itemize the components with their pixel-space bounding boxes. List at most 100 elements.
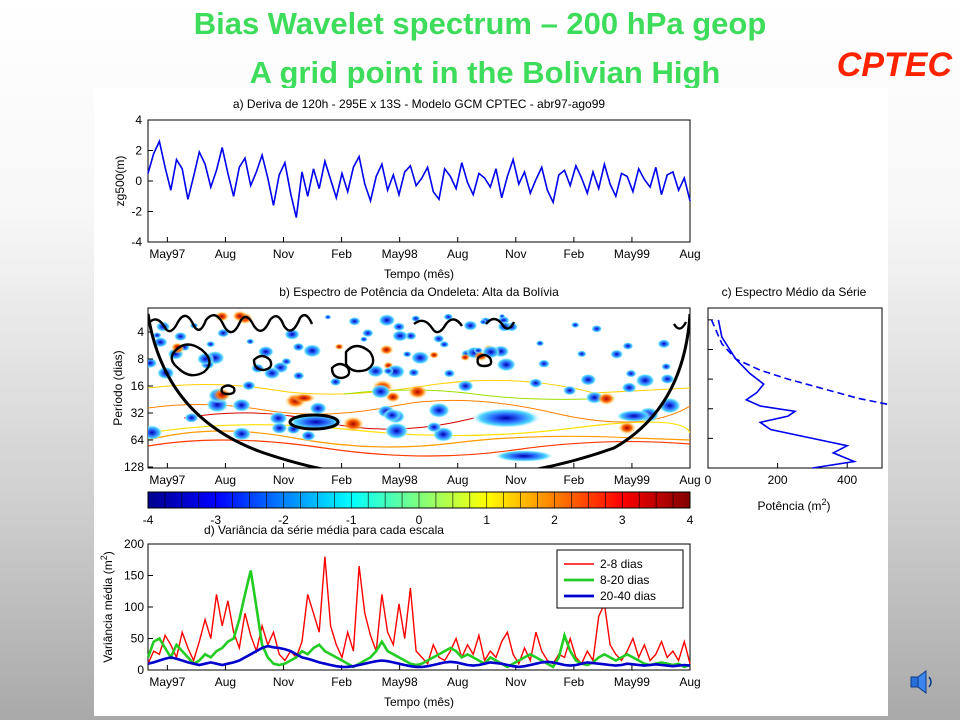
panel-d-legend-label: 8-20 dias (600, 573, 649, 587)
panel-d-xtick-label: May98 (382, 675, 418, 689)
wavelet-blob (213, 388, 232, 402)
wavelet-blob (269, 411, 288, 425)
panel-a-series-line (147, 138, 691, 218)
brand-logo: CPTEC (836, 46, 952, 84)
wavelet-blob (232, 426, 252, 441)
wavelet-blob (597, 392, 616, 406)
panel-d-xtick-label: May97 (149, 675, 185, 689)
panel-a-title: a) Deriva de 120h - 295E x 13S - Modelo … (233, 97, 606, 111)
wavelet-blob (618, 421, 637, 435)
wavelet-blob (302, 344, 322, 358)
panel-d-xtick-label: Feb (564, 675, 585, 689)
panel-c-xtick-label: 200 (768, 473, 788, 487)
panel-d-xtick-label: Aug (447, 675, 468, 689)
panel-a: a) Deriva de 120h - 295E x 13S - Modelo … (113, 97, 701, 281)
colorbar-tick-label: 2 (551, 513, 558, 527)
panel-d-title: d) Variância da série média para cada es… (204, 523, 444, 537)
wavelet-blob (329, 377, 342, 387)
wavelet-blob (232, 310, 248, 322)
panel-d: d) Variância da série média para cada es… (99, 523, 701, 709)
panel-a-xtick-label: Aug (215, 247, 236, 261)
panel-a-xtick-label: May99 (614, 247, 650, 261)
wavelet-blob (621, 382, 637, 393)
wavelet-blob (610, 349, 624, 359)
wavelet-blob (173, 331, 188, 342)
panel-a-ytick-label: -4 (131, 235, 142, 249)
wavelet-blob (427, 402, 451, 419)
wavelet-blob (404, 331, 417, 341)
wavelet-blob (384, 422, 409, 440)
speaker-icon[interactable] (908, 668, 936, 696)
colorbar-tick-label: 3 (619, 513, 626, 527)
panel-a-ytick-label: 0 (135, 174, 142, 188)
slide-title-line1: Bias Wavelet spectrum – 200 hPa geop (193, 6, 767, 41)
colorbar-tick-label: -3 (210, 513, 221, 527)
wavelet-blob (657, 339, 671, 349)
panel-b-title: b) Espectro de Potência da Ondeleta: Alt… (279, 285, 559, 299)
wavelet-blob (206, 340, 216, 348)
panel-d-xtick-label: Aug (679, 675, 700, 689)
panel-b-xtick-label: Nov (273, 473, 294, 487)
panel-a-ytick-label: -2 (131, 205, 142, 219)
wavelet-blob (271, 422, 288, 435)
panel-d-xlabel: Tempo (mês) (384, 695, 454, 709)
wavelet-blob (402, 351, 412, 358)
panel-b-xtick-label: May97 (149, 473, 185, 487)
wavelet-blob (391, 330, 409, 342)
wavelet-blob (562, 385, 577, 396)
panel-d-ytick-label: 50 (131, 632, 145, 646)
wavelet-blob (661, 363, 672, 371)
wavelet-blob (622, 342, 634, 350)
panel-c-frame (707, 307, 883, 469)
wavelet-blob (591, 324, 603, 333)
panel-a-ytick-label: 4 (135, 113, 142, 127)
panel-c-title: c) Espectro Médio da Série (722, 285, 867, 299)
wavelet-blob (301, 430, 316, 442)
wavelet-blob (366, 364, 385, 378)
wavelet-blob (407, 384, 428, 400)
wavelet-blob (263, 367, 281, 380)
wavelet-blob (281, 357, 292, 366)
panel-b-ytick-label: 8 (137, 352, 144, 366)
panel-d-legend-label: 20-40 dias (600, 589, 656, 603)
wavelet-blob (460, 353, 471, 361)
panel-b-xtick-label: Aug (215, 473, 236, 487)
wavelet-blob (660, 373, 675, 385)
wavelet-contours (148, 310, 690, 468)
panel-d-ytick-label: 150 (124, 569, 144, 583)
panel-d-xtick-label: Feb (331, 675, 352, 689)
panel-c-xtick-label: 0 (705, 473, 712, 487)
panel-d-xtick-label: May99 (614, 675, 650, 689)
wavelet-blob (576, 350, 587, 358)
panel-b-ytick-label: 32 (131, 406, 145, 420)
panel-b-ytick-label: 128 (124, 460, 144, 474)
panel-a-xtick-label: May97 (149, 247, 185, 261)
panel-d-ytick-label: 200 (124, 537, 144, 551)
wavelet-blob (429, 351, 440, 359)
wavelet-blob (535, 340, 545, 347)
colorbar-tick-label: 0 (416, 513, 423, 527)
wavelet-blob (571, 321, 580, 329)
panel-b: b) Espectro de Potência da Ondeleta: Alt… (111, 285, 701, 487)
wavelet-blob (579, 373, 597, 386)
panel-b-ytick-label: 16 (131, 379, 145, 393)
wavelet-blob (635, 373, 655, 388)
wavelet-blob (242, 380, 256, 391)
panel-d-ylabel: Variância média (m2) (99, 551, 115, 663)
panel-d-legend: 2-8 dias 8-20 dias 20-40 dias (556, 549, 684, 609)
panel-a-ylabel: zg500(m) (113, 156, 127, 207)
wavelet-blob (379, 344, 394, 355)
panel-a-xtick-label: Nov (505, 247, 526, 261)
wavelet-blob (378, 314, 396, 327)
panel-b-ytick-label: 4 (137, 325, 144, 339)
wavelet-blob (463, 320, 478, 331)
panel-b-xtick-label: Feb (564, 473, 585, 487)
wavelet-blob (214, 311, 230, 322)
wavelet-blob (246, 338, 255, 345)
panel-c-xlabel-text: Potência (m (757, 499, 821, 513)
wavelet-blob (309, 402, 327, 415)
panel-b-xtick-label: Feb (331, 473, 352, 487)
wavelet-blob (498, 313, 506, 319)
wavelet-blob (439, 340, 450, 348)
wavelet-blob (348, 316, 361, 326)
